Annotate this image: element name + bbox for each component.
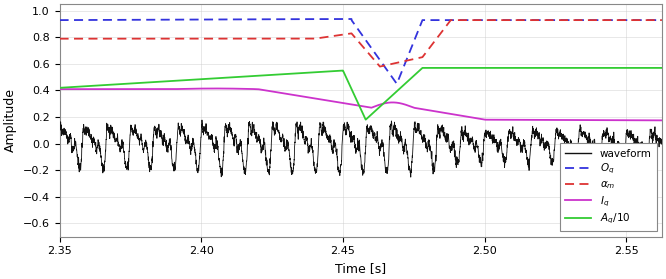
waveform: [658, 142, 666, 146]
waveform: [55, 129, 63, 132]
$\alpha_m$: [286, 37, 294, 40]
$O_q$: [448, 18, 456, 22]
$\alpha_m$: [505, 18, 513, 22]
waveform: [407, 175, 415, 179]
waveform: [448, 143, 456, 146]
waveform: [417, 130, 425, 134]
$A_q/10$: [418, 66, 426, 69]
$\alpha_m$: [376, 65, 384, 68]
Y-axis label: Amplitude: Amplitude: [4, 88, 17, 152]
$O_q$: [348, 17, 356, 21]
$O_q$: [551, 18, 559, 22]
$\alpha_m$: [55, 37, 63, 40]
$A_q/10$: [286, 72, 294, 76]
$I_q$: [658, 119, 666, 122]
$A_q/10$: [417, 68, 425, 71]
$I_q$: [165, 88, 173, 91]
$O_q$: [417, 22, 425, 25]
$A_q/10$: [165, 80, 173, 83]
$\alpha_m$: [417, 56, 425, 59]
$A_q/10$: [505, 66, 513, 69]
X-axis label: Time [s]: Time [s]: [335, 262, 386, 275]
Legend: waveform, $O_q$, $\alpha_m$, $I_q$, $A_q/10$: waveform, $O_q$, $\alpha_m$, $I_q$, $A_q…: [560, 143, 657, 231]
$I_q$: [448, 112, 456, 116]
waveform: [505, 131, 513, 134]
$A_q/10$: [362, 118, 370, 121]
$O_q$: [505, 18, 513, 22]
$\alpha_m$: [448, 18, 456, 22]
waveform: [165, 144, 173, 147]
Line: $\alpha_m$: $\alpha_m$: [59, 20, 662, 67]
$A_q/10$: [448, 66, 456, 69]
$\alpha_m$: [165, 37, 173, 40]
$O_q$: [393, 82, 401, 85]
$A_q/10$: [551, 66, 559, 69]
$I_q$: [286, 93, 294, 96]
$A_q/10$: [55, 86, 63, 90]
Line: $I_q$: $I_q$: [59, 88, 662, 120]
$\alpha_m$: [447, 18, 455, 22]
$A_q/10$: [658, 66, 666, 69]
Line: $O_q$: $O_q$: [59, 19, 662, 84]
$I_q$: [417, 107, 425, 110]
$I_q$: [551, 118, 559, 122]
$O_q$: [286, 18, 294, 21]
$\alpha_m$: [551, 18, 559, 22]
Line: waveform: waveform: [59, 120, 662, 177]
waveform: [198, 118, 206, 122]
$I_q$: [212, 87, 220, 90]
$O_q$: [165, 18, 173, 21]
$\alpha_m$: [658, 18, 666, 22]
$I_q$: [505, 118, 513, 121]
waveform: [286, 155, 294, 158]
$O_q$: [658, 18, 666, 22]
Line: $A_q/10$: $A_q/10$: [59, 68, 662, 120]
$I_q$: [55, 88, 63, 91]
$O_q$: [55, 18, 63, 22]
waveform: [551, 140, 559, 143]
